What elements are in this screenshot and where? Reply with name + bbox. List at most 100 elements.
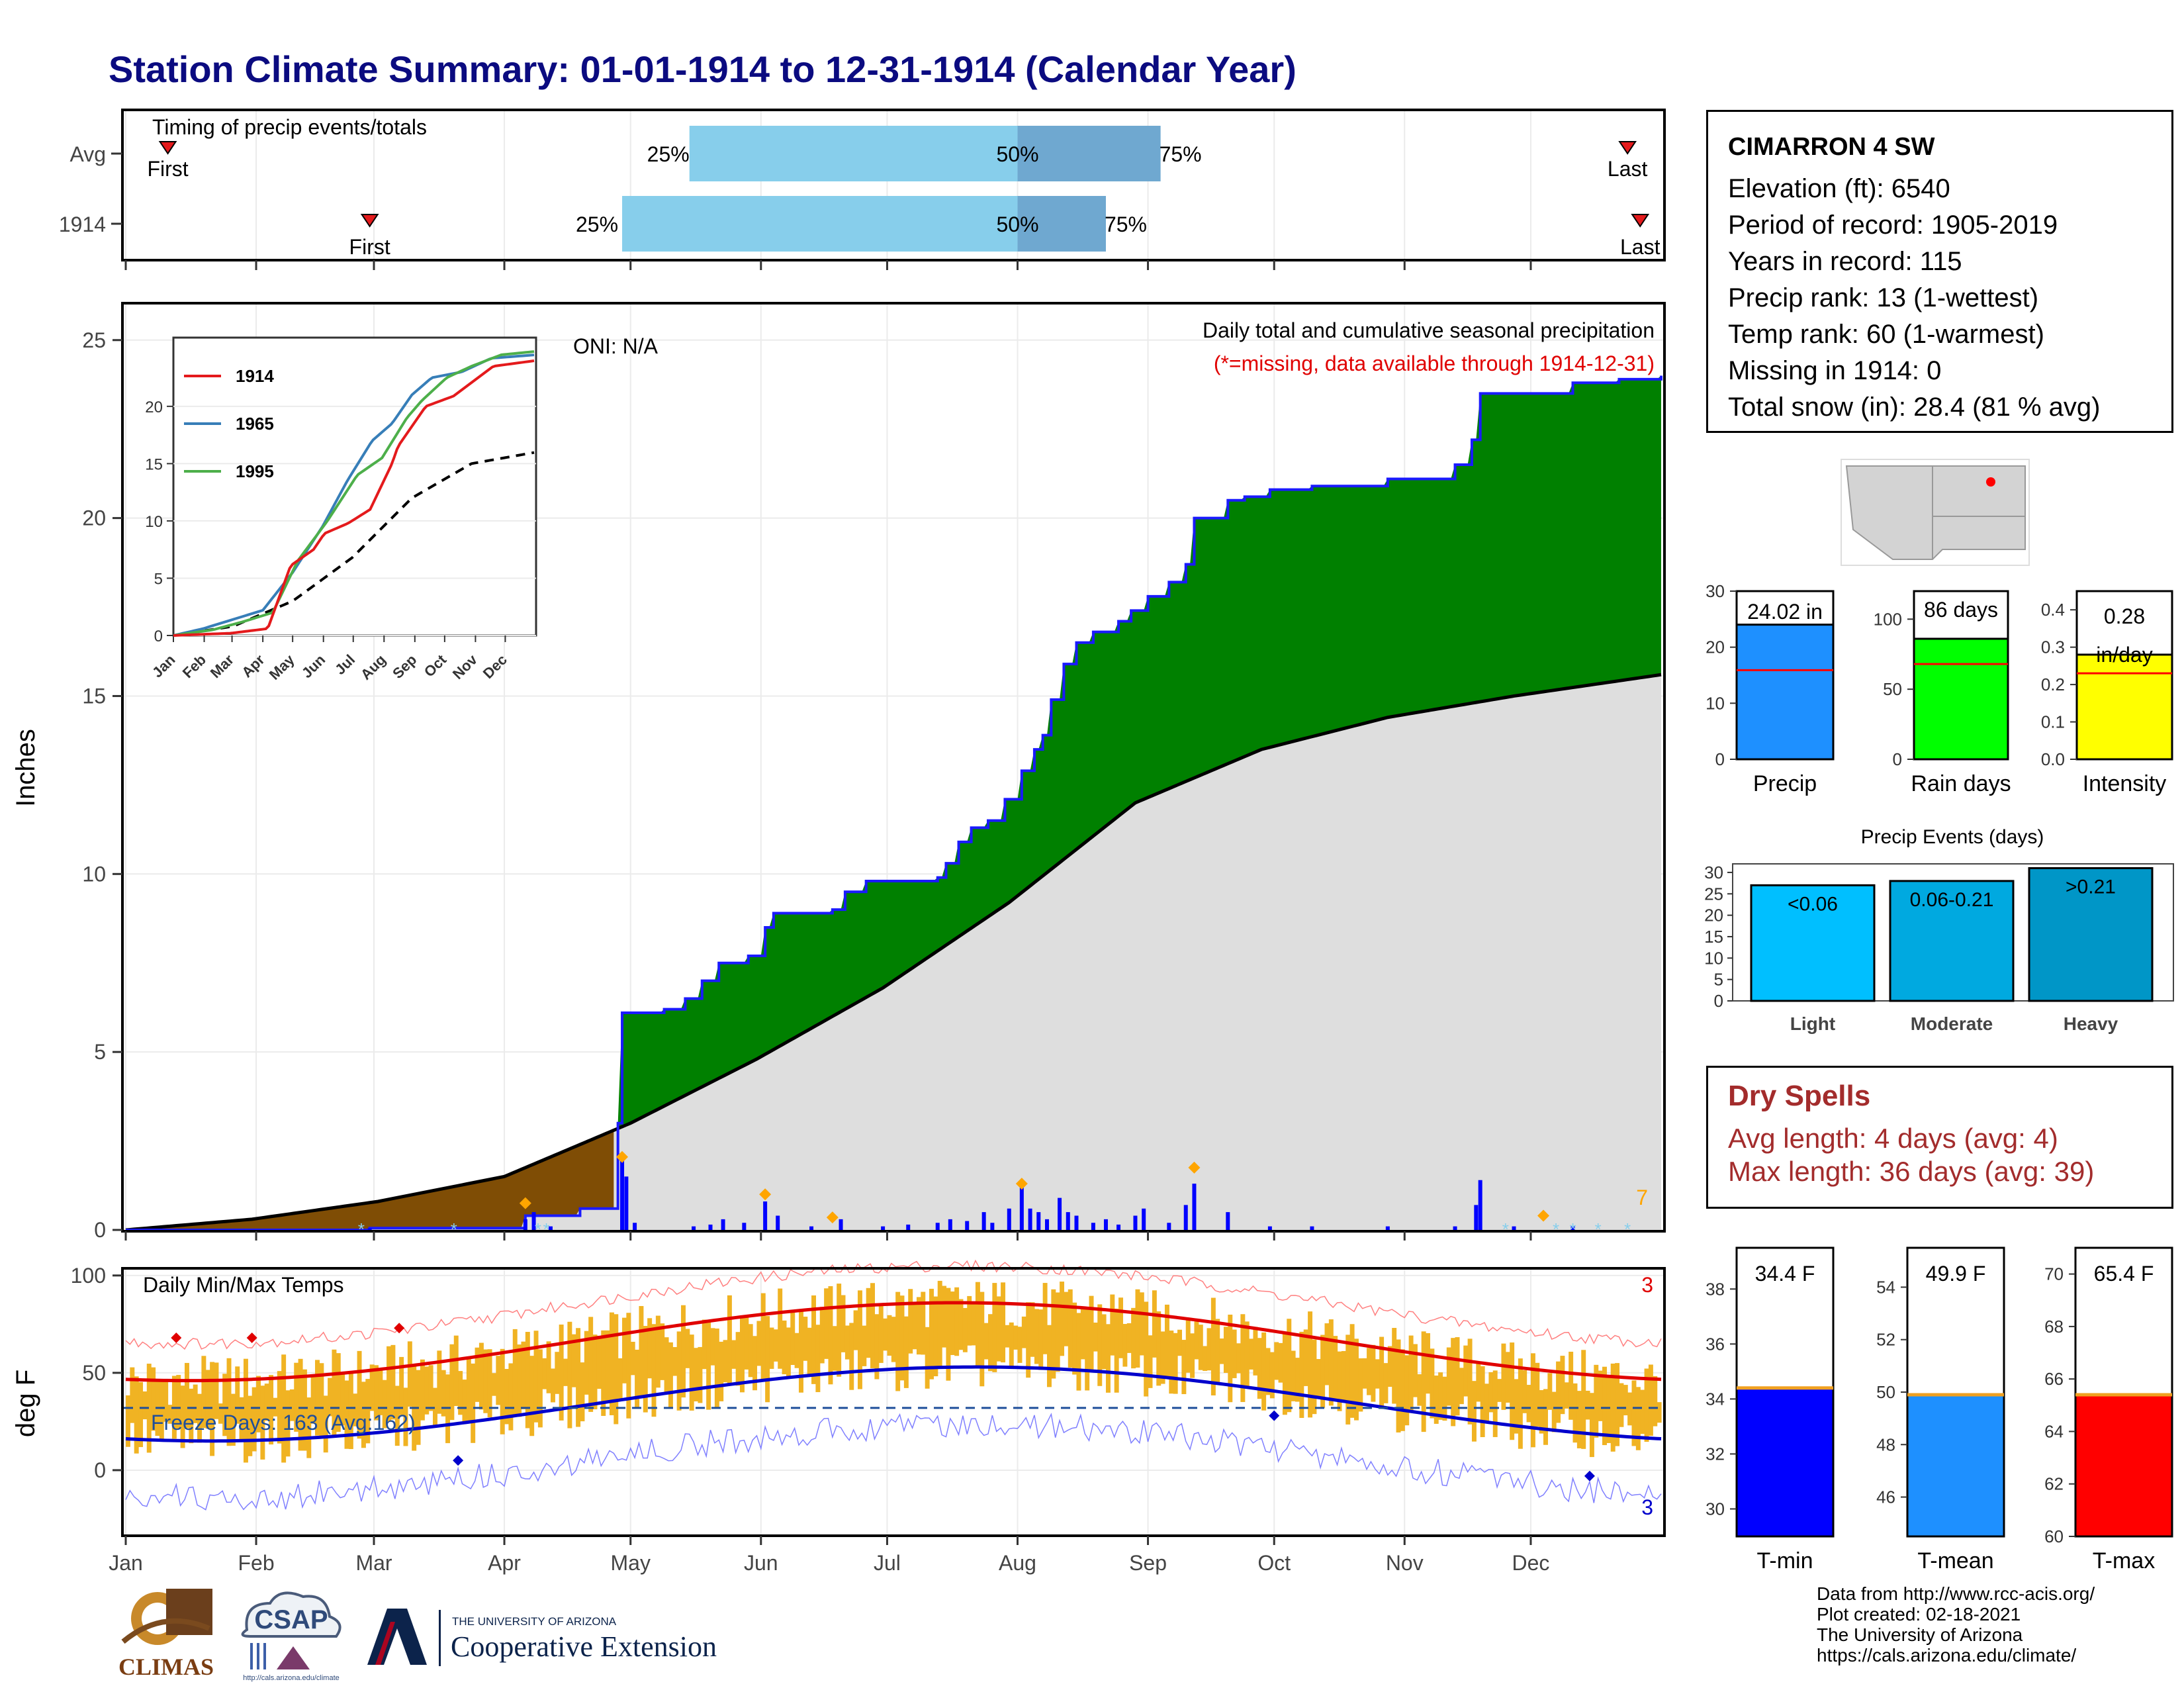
daily-temp-bar (1657, 1402, 1662, 1423)
daily-precip-bar (1074, 1215, 1079, 1230)
daily-temp-bar (433, 1387, 437, 1426)
daily-precip-bar (1133, 1215, 1138, 1230)
daily-temp-bar (1367, 1348, 1372, 1395)
daily-precip-bar (1474, 1205, 1479, 1230)
daily-temp-bar (681, 1305, 686, 1398)
daily-temp-bar (394, 1385, 400, 1446)
bar-value-label: 65.4 F (2094, 1262, 2154, 1286)
daily-temp-bar (302, 1369, 307, 1451)
daily-temp-bar (441, 1370, 446, 1417)
pct-25: 25% (576, 212, 618, 236)
bar-tick-label: 70 (2044, 1264, 2064, 1284)
daily-temp-bar (151, 1367, 156, 1431)
daily-temp-bar (866, 1288, 871, 1358)
daily-temp-bar (1400, 1349, 1405, 1431)
daily-temp-bar (1265, 1348, 1271, 1395)
daily-precip-bar (981, 1212, 986, 1230)
daily-temp-bar (1185, 1318, 1191, 1373)
dry-spells-avg: Avg length: 4 days (avg: 4) (1728, 1123, 2058, 1154)
daily-temp-bar (1438, 1372, 1443, 1420)
daily-temp-bar (975, 1282, 980, 1368)
daily-temp-bar (517, 1344, 522, 1417)
daily-temp-bar (1026, 1302, 1031, 1378)
bar-name-label: Precip (1753, 771, 1817, 796)
daily-temp-bar (921, 1291, 926, 1355)
ua-line2: Cooperative Extension (451, 1630, 717, 1663)
daily-temp-bar (1510, 1342, 1515, 1440)
daily-temp-bar (1160, 1331, 1165, 1384)
daily-temp-bar (996, 1296, 1001, 1362)
daily-temp-bar (1126, 1323, 1132, 1353)
daily-temp-bar (1144, 1301, 1149, 1397)
daily-temp-bar (1455, 1337, 1460, 1416)
timing-iqr-lower (689, 126, 1018, 181)
daily-temp-bar (874, 1314, 880, 1380)
daily-temp-bar (369, 1364, 375, 1411)
daily-temp-bar (1354, 1338, 1359, 1421)
daily-temp-bar (353, 1393, 358, 1427)
daily-temp-bar (458, 1371, 463, 1415)
page-title: Station Climate Summary: 01-01-1914 to 1… (109, 48, 1297, 90)
daily-temp-bar (407, 1341, 412, 1407)
daily-temp-bar (1560, 1356, 1565, 1415)
precip-event-name: Heavy (2064, 1013, 2118, 1034)
month-label: Feb (238, 1551, 274, 1575)
daily-temp-bar (1253, 1327, 1258, 1376)
temp-frame (121, 1267, 1666, 1537)
bar-value-label: in/day (2096, 643, 2152, 667)
daily-temp-bar (1396, 1339, 1401, 1432)
y-tick-label: 20 (82, 506, 106, 530)
daily-temp-bar (235, 1366, 240, 1424)
summary-bar-chart: 46 48 50 52 54 49.9 F T-mean (1876, 1246, 2005, 1573)
daily-temp-bar (824, 1288, 829, 1359)
daily-temp-bar (1619, 1383, 1624, 1427)
inset-legend-label: 1914 (236, 366, 274, 386)
daily-temp-bar (710, 1328, 715, 1366)
daily-precip-bar (708, 1224, 713, 1230)
freeze-days-label: Freeze Days: 163 (Avg:162) (151, 1411, 416, 1434)
credit-line: https://cals.arizona.edu/climate/ (1817, 1645, 2077, 1665)
timing-label: Timing of precip events/totals (152, 115, 427, 139)
timing-panel: Timing of precip events/totals Avg 25% 50% 7… (59, 109, 1666, 270)
daily-temp-bar (437, 1350, 442, 1414)
daily-temp-bar (1244, 1321, 1250, 1388)
inset-avg-line (173, 451, 535, 637)
daily-temp-bar (988, 1314, 993, 1372)
last-label: Last (1608, 157, 1648, 181)
daily-temp-bar (1261, 1332, 1267, 1411)
avg-min-line (125, 1365, 1662, 1443)
extreme-precip-marker (1188, 1161, 1201, 1174)
daily-temp-bar (521, 1341, 526, 1409)
daily-temp-bar (958, 1299, 964, 1350)
station-precip-rank: Precip rank: 13 (1-wettest) (1728, 283, 2039, 312)
daily-temp-bar (773, 1329, 778, 1362)
month-label: May (611, 1551, 651, 1575)
credit-line: Plot created: 02-18-2021 (1817, 1604, 2021, 1624)
daily-temp-bar (306, 1397, 312, 1458)
daily-temp-bar (1627, 1392, 1633, 1426)
bar-name-label: T-mean (1917, 1548, 1993, 1573)
daily-temp-bar (1451, 1338, 1456, 1427)
station-temp-rank: Temp rank: 60 (1-warmest) (1728, 320, 2044, 349)
daily-temp-bar (714, 1328, 719, 1408)
daily-temp-bar (1274, 1342, 1279, 1380)
snow-marker: * (1624, 1219, 1631, 1239)
daily-temp-bar (403, 1387, 408, 1446)
daily-temp-bar (832, 1326, 837, 1371)
location-map (1841, 459, 2030, 566)
daily-temp-bar (1610, 1363, 1615, 1452)
daily-temp-bar (214, 1362, 219, 1419)
precip-event-bar (1889, 880, 2015, 1002)
daily-temp-bar (563, 1358, 568, 1386)
daily-temp-bar (1303, 1329, 1308, 1386)
daily-temp-bar (782, 1320, 787, 1375)
daily-precip-bar (809, 1226, 814, 1230)
bar-tick-label: 0.0 (2041, 749, 2065, 769)
daily-temp-bar (706, 1320, 711, 1410)
events-tick-label: 20 (1704, 906, 1723, 925)
daily-precip-bar (367, 1228, 372, 1230)
daily-temp-bar (1615, 1363, 1620, 1446)
last-label: Last (1620, 235, 1661, 259)
y-tick-label: 15 (82, 684, 106, 708)
